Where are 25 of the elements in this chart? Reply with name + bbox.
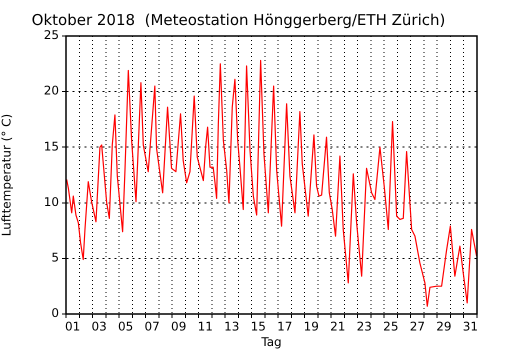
x-tick-label: 31 [462, 319, 478, 334]
x-tick-label: 23 [356, 319, 372, 334]
x-tick-label: 19 [304, 319, 319, 334]
x-tick-label: 27 [410, 319, 425, 334]
y-tick-label: 10 [44, 194, 59, 209]
x-tick-label: 29 [436, 319, 452, 334]
y-tick-label: 15 [44, 139, 59, 154]
y-tick-label: 20 [44, 84, 59, 98]
x-tick-label: 25 [383, 319, 398, 334]
x-tick-label: 11 [198, 319, 213, 334]
y-tick-label: 0 [51, 306, 59, 320]
x-axis-title: Tag [260, 334, 282, 349]
x-tick-label: 03 [92, 319, 107, 334]
x-tick-label: 05 [118, 319, 134, 334]
x-tick-label: 15 [250, 319, 266, 334]
x-tick-label: 01 [64, 319, 80, 334]
y-tick-label: 5 [51, 250, 59, 265]
x-tick-label: 21 [330, 319, 346, 334]
x-tick-label: 17 [277, 319, 292, 334]
y-tick-label: 25 [44, 28, 59, 42]
y-axis-title: Lufttemperatur (° C) [0, 114, 14, 236]
chart-title: Oktober 2018 (Meteostation Hönggerberg/ETH Zürich) [32, 10, 446, 29]
x-tick-label: 13 [224, 319, 240, 334]
x-tick-label: 07 [144, 319, 160, 334]
x-tick-label: 09 [171, 319, 186, 334]
